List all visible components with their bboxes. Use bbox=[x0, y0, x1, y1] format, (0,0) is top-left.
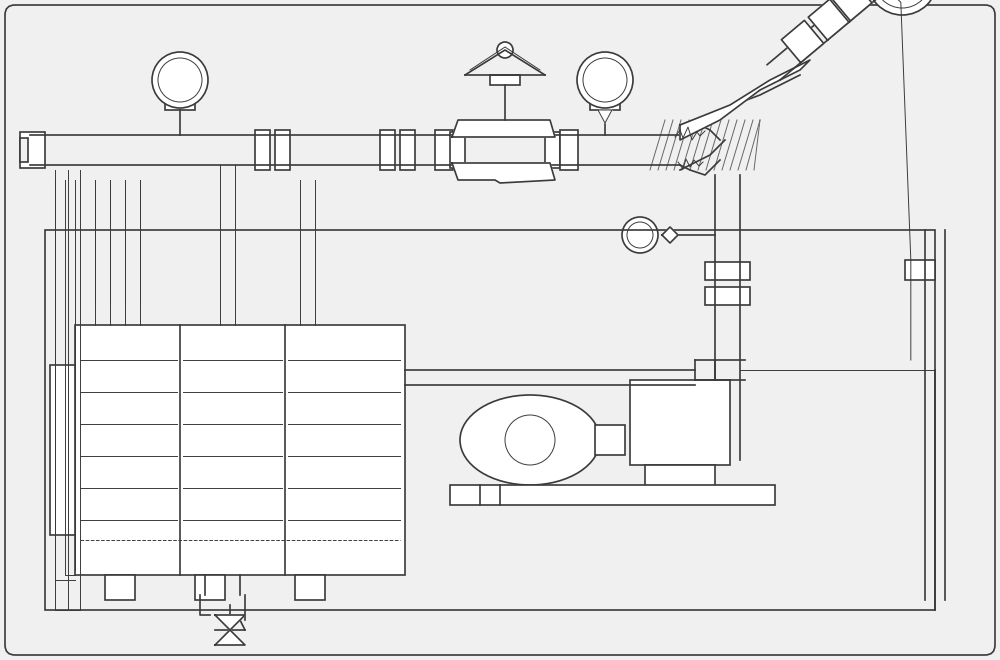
Bar bbox=[595, 425, 625, 455]
Bar bbox=[380, 130, 395, 170]
Circle shape bbox=[505, 415, 555, 465]
Bar bbox=[165, 102, 195, 110]
Circle shape bbox=[497, 42, 513, 58]
Polygon shape bbox=[808, 0, 850, 40]
Bar bbox=[255, 130, 270, 170]
Bar bbox=[295, 575, 325, 600]
Bar bbox=[705, 262, 750, 280]
Bar bbox=[645, 465, 715, 495]
Polygon shape bbox=[781, 20, 824, 63]
Bar bbox=[275, 130, 290, 170]
Polygon shape bbox=[452, 120, 555, 137]
Circle shape bbox=[583, 58, 627, 102]
Bar bbox=[20, 132, 45, 168]
Polygon shape bbox=[452, 163, 555, 183]
Bar bbox=[400, 130, 415, 170]
Ellipse shape bbox=[460, 395, 600, 485]
Polygon shape bbox=[662, 227, 678, 243]
Polygon shape bbox=[680, 60, 810, 140]
Bar bbox=[450, 132, 465, 168]
Bar bbox=[20, 138, 28, 162]
Polygon shape bbox=[215, 630, 245, 645]
Circle shape bbox=[158, 58, 202, 102]
Bar bbox=[105, 575, 135, 600]
Bar bbox=[905, 260, 935, 280]
Bar bbox=[50, 365, 75, 535]
Bar bbox=[75, 325, 405, 575]
Circle shape bbox=[577, 52, 633, 108]
Polygon shape bbox=[830, 0, 872, 22]
Bar bbox=[560, 130, 578, 170]
Bar bbox=[590, 102, 620, 110]
Circle shape bbox=[622, 217, 658, 253]
FancyBboxPatch shape bbox=[5, 5, 995, 655]
Bar bbox=[490, 75, 520, 85]
Bar bbox=[435, 130, 453, 170]
Bar bbox=[45, 230, 935, 610]
Polygon shape bbox=[215, 615, 245, 630]
Circle shape bbox=[152, 52, 208, 108]
Bar bbox=[545, 132, 560, 168]
Bar bbox=[705, 287, 750, 305]
Polygon shape bbox=[598, 110, 612, 123]
Bar bbox=[195, 575, 225, 600]
Bar bbox=[630, 380, 730, 465]
Bar bbox=[450, 485, 775, 505]
Circle shape bbox=[627, 222, 653, 248]
Circle shape bbox=[874, 0, 930, 8]
Circle shape bbox=[867, 0, 937, 15]
